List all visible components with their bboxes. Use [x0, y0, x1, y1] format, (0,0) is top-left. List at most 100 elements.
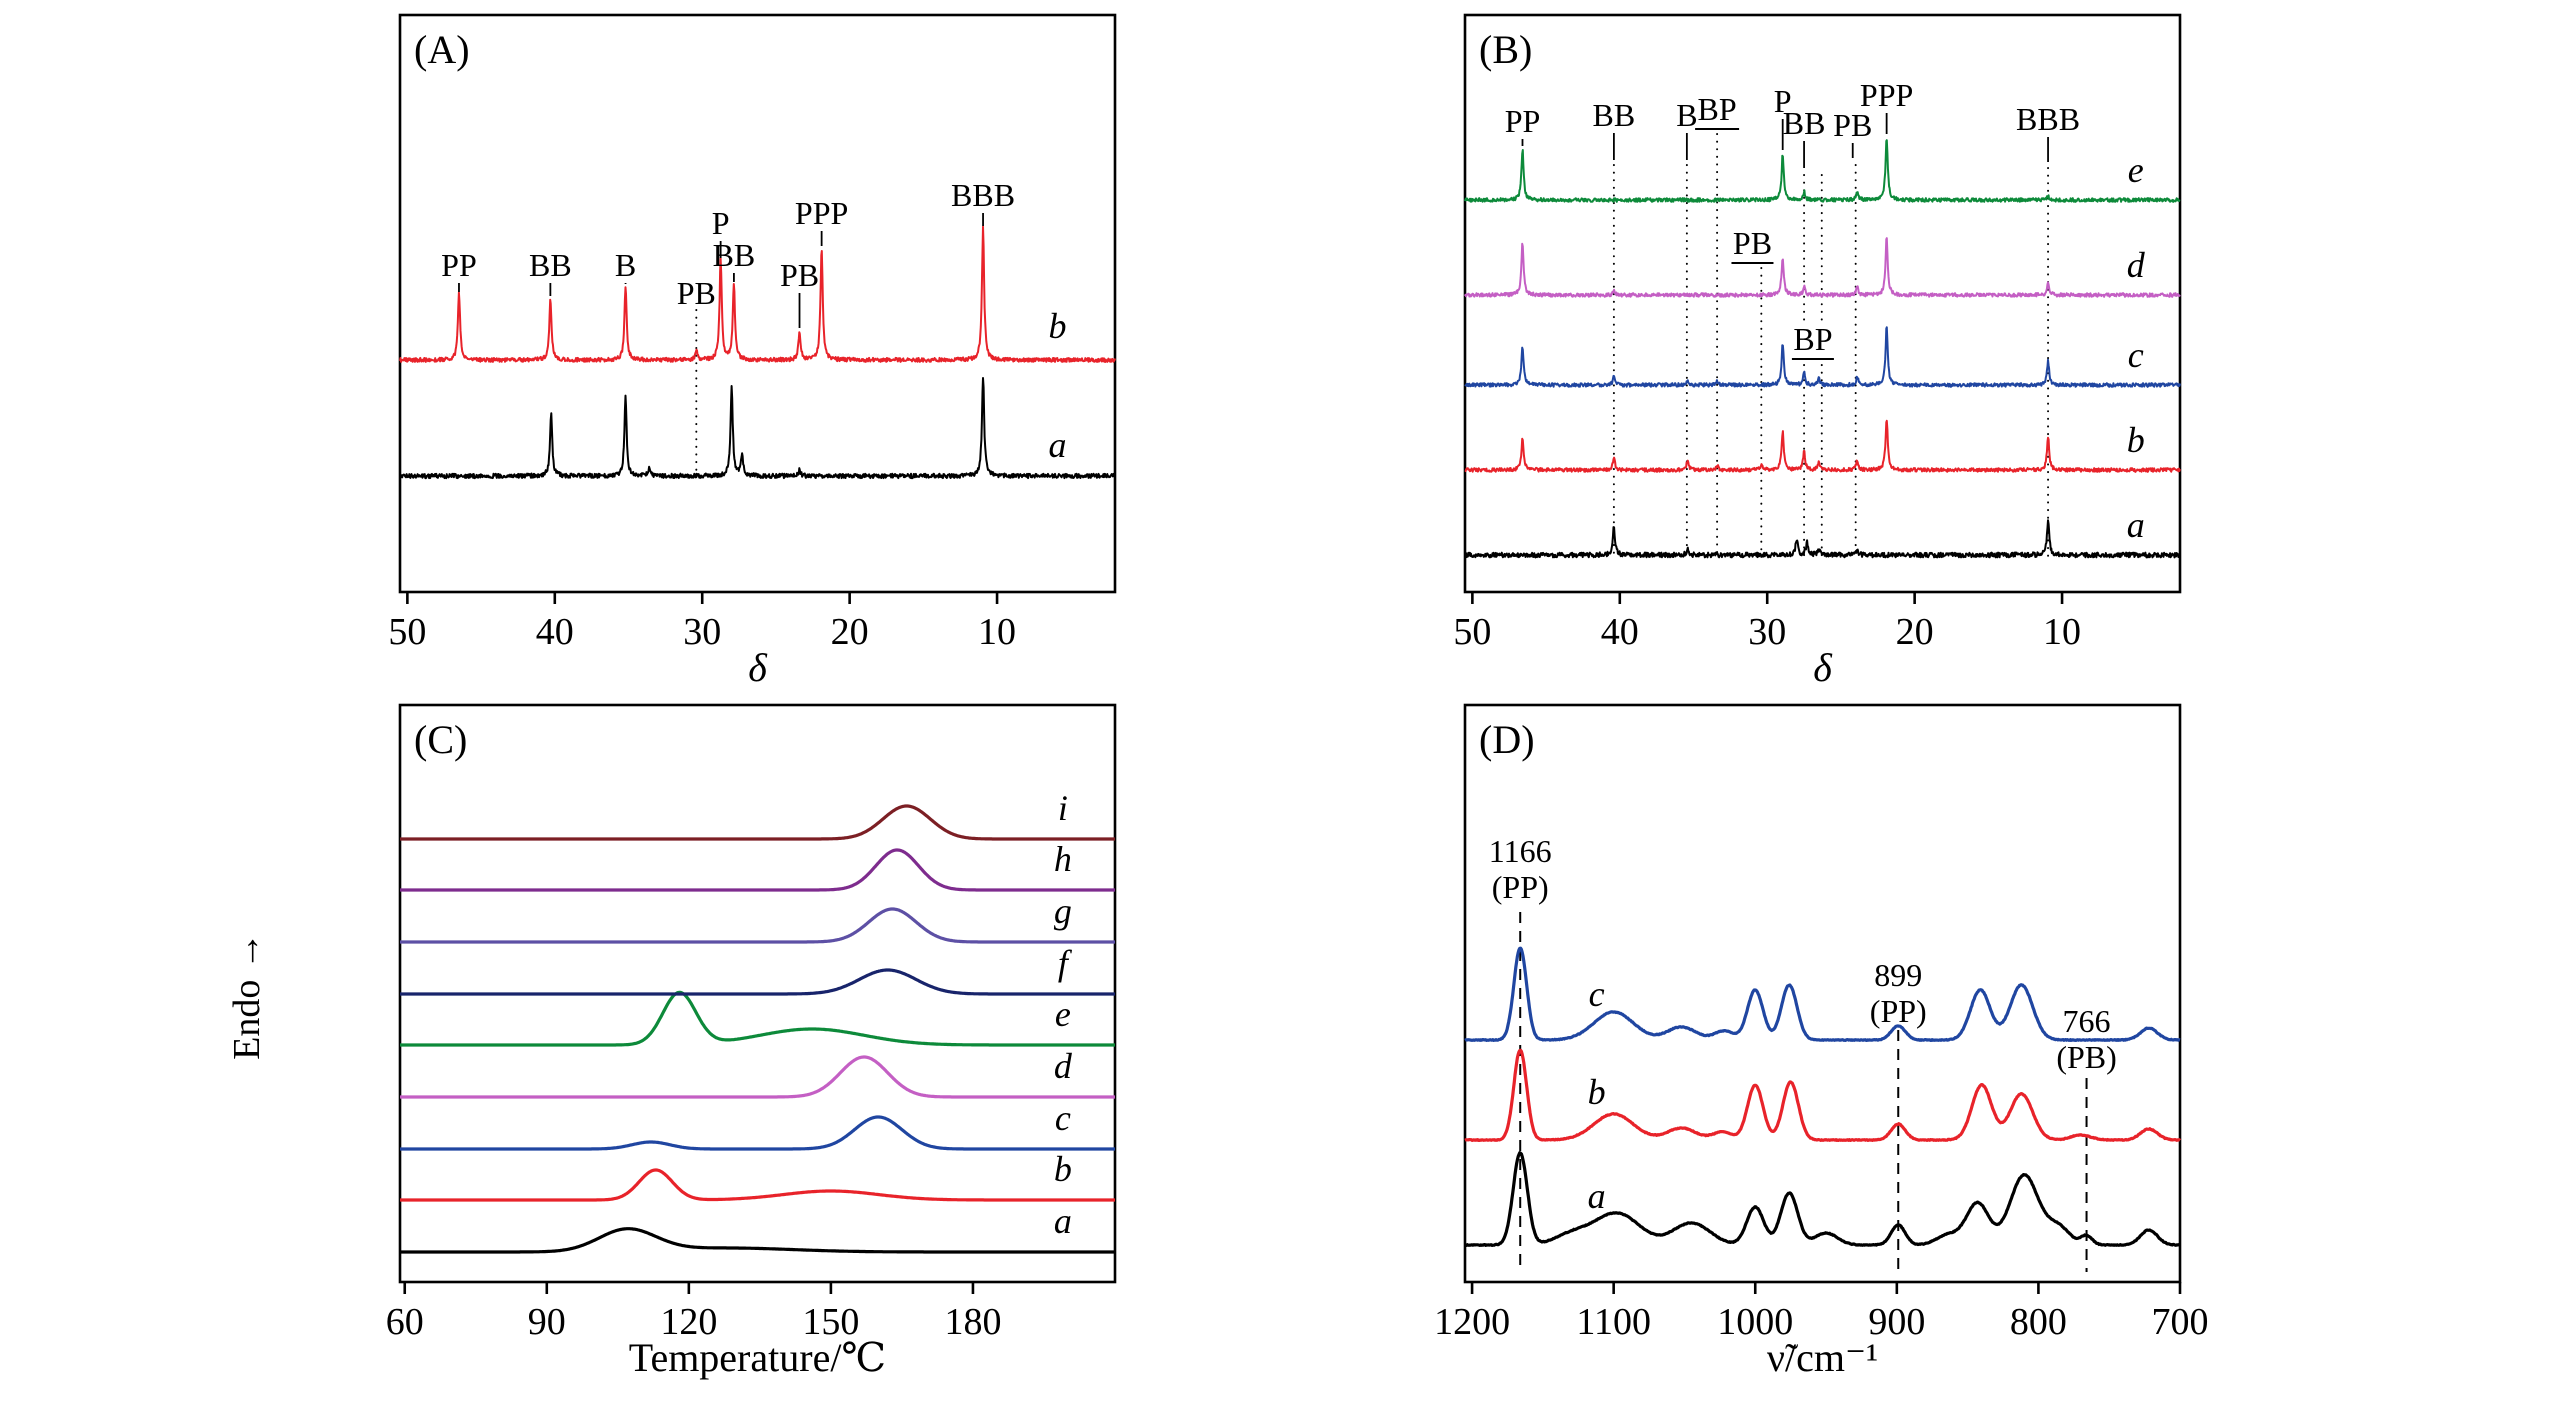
- trace-g: [399, 907, 1116, 944]
- trace-label-b: b: [2127, 420, 2145, 460]
- peak-label: PP: [441, 247, 477, 283]
- trace-label-e: e: [2128, 150, 2144, 190]
- trace-label-i: i: [1058, 788, 1068, 828]
- peak-label: P: [712, 205, 730, 241]
- trace-label-h: h: [1054, 839, 1072, 879]
- tick-label: 40: [536, 611, 574, 653]
- tick-label: 700: [2152, 1301, 2209, 1343]
- peak-label: BB: [1593, 97, 1636, 133]
- tick-label: 1000: [1717, 1301, 1793, 1343]
- tick-label: 30: [683, 611, 721, 653]
- panel-a-label: (A): [414, 27, 470, 72]
- peak-label: BBB: [951, 177, 1015, 213]
- panel-d: 1200 1100 1000 900 800 700 a b c 1166 (PP) 899 (PP) 7…: [1395, 700, 2255, 1390]
- tick-label: 50: [1453, 611, 1491, 653]
- trace-e: [1464, 139, 2181, 203]
- trace-label-c: c: [1055, 1098, 1071, 1138]
- plot-frame: [1463, 13, 2182, 594]
- trace-c: [399, 1115, 1116, 1151]
- trace-label-d: d: [2127, 245, 2146, 285]
- trace-a: [1464, 1151, 2181, 1247]
- panel-b-xaxis-title: δ: [1813, 645, 1832, 690]
- peak-label: PP: [1505, 103, 1541, 139]
- trace-label-b: b: [1049, 306, 1067, 346]
- trace-c: [1464, 946, 2181, 1042]
- trace-b: [399, 1168, 1116, 1202]
- tick-label: 20: [831, 611, 869, 653]
- panel-d-xaxis-title: ν̃/cm⁻¹: [1766, 1335, 1879, 1380]
- peak-label: PB: [1733, 225, 1772, 261]
- peak-label: B: [1676, 97, 1697, 133]
- peak-label: 766: [2063, 1003, 2111, 1039]
- trace-label-b: b: [1588, 1072, 1606, 1112]
- trace-label-g: g: [1054, 891, 1072, 931]
- peak-label: P: [1774, 83, 1792, 119]
- trace-label-a: a: [1588, 1176, 1606, 1216]
- trace-label-c: c: [2128, 335, 2144, 375]
- peak-label: (PP): [1870, 993, 1927, 1029]
- peak-label: (PP): [1492, 869, 1549, 905]
- peak-label: PB: [1833, 107, 1872, 143]
- tick-label: 900: [1868, 1301, 1925, 1343]
- tick-label: 150: [802, 1301, 859, 1343]
- peak-label: BP: [1698, 91, 1737, 127]
- panel-b-label: (B): [1479, 27, 1533, 72]
- panel-b: 50 40 30 20 10 a b c d e PP BB B BP P BB PB PPP BBB PB BP (B…: [1395, 10, 2255, 700]
- peak-label: PB: [780, 257, 819, 293]
- tick-label: 20: [1896, 611, 1934, 653]
- plot-frame: [398, 13, 1117, 594]
- panel-c-label: (C): [414, 717, 468, 762]
- trace-label-b: b: [1054, 1149, 1072, 1189]
- tick-label: 120: [660, 1301, 717, 1343]
- peak-label: PPP: [795, 195, 848, 231]
- label-bg: [1726, 226, 1779, 262]
- trace-d: [399, 1055, 1116, 1099]
- panel-c: 60 90 120 150 180 a b c d e f g h i (C): [330, 700, 1190, 1390]
- trace-label-f: f: [1058, 943, 1073, 983]
- tick-label: 40: [1601, 611, 1639, 653]
- trace-f: [399, 968, 1116, 996]
- plot-frame: [1463, 703, 2182, 1284]
- trace-label-e: e: [1055, 994, 1071, 1034]
- peak-label: B: [615, 247, 636, 283]
- tick-label: 10: [978, 611, 1016, 653]
- label-bg: [1786, 322, 1839, 358]
- peak-label: 1166: [1489, 833, 1552, 869]
- trace-b: [399, 225, 1116, 363]
- trace-label-a: a: [1049, 425, 1067, 465]
- tick-label: 1100: [1576, 1301, 1651, 1343]
- peak-label: BB: [713, 237, 756, 273]
- panel-d-label: (D): [1479, 717, 1535, 762]
- panel-c-yaxis-title: Endo →: [226, 932, 268, 1060]
- panel-a: 50 40 30 20 10 a b PP BB B PB P BB PB PPP BBB (A): [330, 10, 1190, 700]
- tick-label: 30: [1748, 611, 1786, 653]
- peak-label: BB: [529, 247, 572, 283]
- trace-i: [399, 804, 1116, 841]
- trace-h: [399, 848, 1116, 892]
- peak-label: PB: [677, 275, 716, 311]
- trace-label-a: a: [1054, 1201, 1072, 1241]
- trace-label-d: d: [1054, 1046, 1073, 1086]
- tick-label: 90: [528, 1301, 566, 1343]
- trace-b: [1464, 419, 2181, 473]
- trace-c: [1464, 326, 2181, 388]
- trace-a: [399, 1227, 1116, 1254]
- tick-label: 50: [388, 611, 426, 653]
- trace-b: [1464, 1048, 2182, 1142]
- tick-label: 180: [944, 1301, 1001, 1343]
- peak-label: BBB: [2016, 101, 2080, 137]
- trace-d: [1464, 237, 2181, 298]
- peak-label: BP: [1793, 321, 1832, 357]
- trace-label-a: a: [2127, 505, 2145, 545]
- trace-e: [399, 990, 1116, 1047]
- panel-c-xaxis-title: Temperature/℃: [628, 1335, 887, 1380]
- peak-label: BB: [1783, 105, 1826, 141]
- peak-label: 899: [1874, 957, 1922, 993]
- trace-a: [1464, 519, 2181, 559]
- tick-label: 60: [386, 1301, 424, 1343]
